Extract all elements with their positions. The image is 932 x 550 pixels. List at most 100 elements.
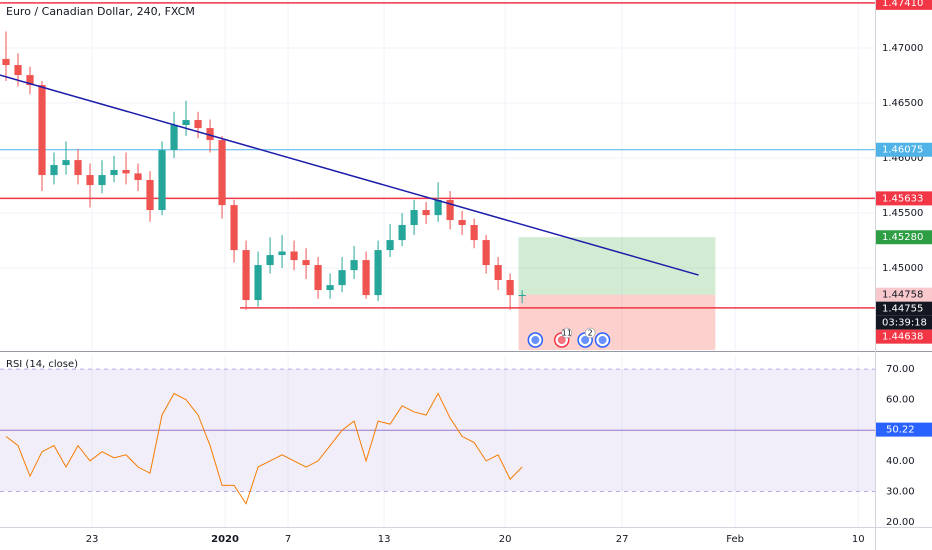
event-marker-core — [598, 336, 607, 344]
level-label: 1.46075 — [876, 142, 932, 157]
candle-body — [410, 210, 418, 226]
candle-body — [278, 251, 286, 256]
axes: 23 2020 7 13 20 27 Feb 101.470001.465001.460001… — [86, 0, 932, 545]
candle-body — [350, 260, 358, 271]
trendline — [0, 74, 699, 276]
level-label: 1.47410 — [876, 0, 932, 10]
candle-body — [302, 260, 310, 266]
level-label-box — [876, 191, 932, 206]
level-label: 1.44638 — [876, 329, 932, 344]
target-label-box — [876, 230, 932, 245]
entry-label-text: 1.44758 — [882, 290, 923, 301]
level-label-box — [876, 0, 932, 10]
candle-body — [62, 160, 70, 166]
candle-body — [230, 205, 238, 251]
x-tick-label: 23 — [86, 534, 99, 545]
position-profit — [518, 237, 716, 295]
candle-body — [290, 251, 298, 261]
y-tick-label: 1.46000 — [882, 153, 923, 164]
candle-body — [482, 240, 490, 266]
candle-body — [74, 160, 82, 176]
last-price-label-box — [876, 301, 932, 316]
countdown-label: 03:39:18 — [876, 315, 932, 330]
candle-body — [398, 225, 406, 241]
candle-body — [254, 265, 262, 301]
x-tick-label: 27 — [616, 534, 629, 545]
candle-body — [386, 240, 394, 251]
candle-body — [182, 120, 190, 125]
candle-body — [446, 200, 454, 221]
rsi-title: RSI (14, close) — [6, 359, 78, 370]
candle-body — [98, 175, 106, 186]
candle-body — [14, 65, 22, 76]
candle-body — [458, 220, 466, 226]
overlay: 11 2 — [0, 74, 699, 505]
chart-title: Euro / Canadian Dollar, 240, FXCM — [6, 5, 195, 18]
x-tick-label: 13 — [378, 534, 391, 545]
level-label: 1.45633 — [876, 191, 932, 206]
x-tick-label: 10 — [852, 534, 865, 545]
y-tick-label: 1.45500 — [882, 208, 923, 219]
y-tick-label: 1.46500 — [882, 98, 923, 109]
candle-body — [218, 140, 226, 206]
candle-body — [506, 280, 514, 296]
event-marker-core — [531, 336, 540, 344]
event-count: 2 — [588, 329, 593, 338]
rsi-marker-box — [876, 422, 932, 437]
candle-body — [374, 250, 382, 296]
countdown-label-box — [876, 315, 932, 330]
candle-body — [110, 169, 118, 176]
event-count: 11 — [562, 329, 572, 338]
level-label-text: 1.46075 — [882, 145, 923, 156]
candle-body — [50, 165, 58, 176]
candle-body — [146, 180, 154, 211]
candle-body — [206, 128, 214, 141]
rsi-marker: 50.22 — [876, 422, 932, 437]
candle-body — [194, 120, 202, 129]
candle-body — [38, 85, 46, 176]
rsi-tick-label: 70.00 — [886, 364, 915, 375]
level-label-text: 1.47410 — [882, 0, 923, 9]
rsi-tick-label: 40.00 — [886, 456, 915, 467]
candle-body — [326, 285, 334, 291]
event-count-badge — [561, 327, 572, 339]
candle-body — [26, 75, 34, 86]
candle-body — [266, 255, 274, 266]
event-marker-core — [581, 336, 590, 344]
target-label-text: 1.45280 — [882, 232, 923, 243]
candle-body — [242, 250, 250, 301]
rsi-marker-text: 50.22 — [886, 425, 915, 436]
countdown-label-text: 03:39:18 — [882, 318, 927, 329]
x-tick-label: 2020 — [211, 534, 239, 545]
target-label: 1.45280 — [876, 230, 932, 245]
level-label-text: 1.44638 — [882, 332, 923, 343]
candle-body — [2, 58, 10, 66]
last-price-label-text: 1.44755 — [882, 304, 923, 315]
candle-body — [158, 150, 166, 211]
candle-body — [170, 124, 178, 151]
y-tick-label: 1.45000 — [882, 263, 923, 274]
candle-body — [362, 260, 370, 296]
entry-label-box — [876, 287, 932, 302]
entry-label: 1.44758 — [876, 287, 932, 302]
y-tick-label: 1.47000 — [882, 43, 923, 54]
level-label-text: 1.45633 — [882, 193, 923, 204]
rsi-line — [5, 392, 523, 505]
event-count-badge — [584, 327, 596, 339]
candle-body — [434, 200, 442, 216]
candle-body — [338, 270, 346, 286]
candle-body — [518, 294, 526, 296]
level-label-box — [876, 142, 932, 157]
x-tick-label: 7 — [285, 534, 291, 545]
candle-body — [422, 210, 430, 216]
plot-area — [0, 2, 875, 350]
event-marker-core — [557, 336, 566, 344]
rsi-tick-label: 60.00 — [886, 395, 915, 406]
candle-body — [122, 169, 130, 174]
candle-body — [86, 175, 94, 186]
last-price-label: 1.44755 — [876, 301, 932, 316]
candle-body — [470, 225, 478, 241]
level-label-box — [876, 329, 932, 344]
candle-body — [494, 265, 502, 281]
